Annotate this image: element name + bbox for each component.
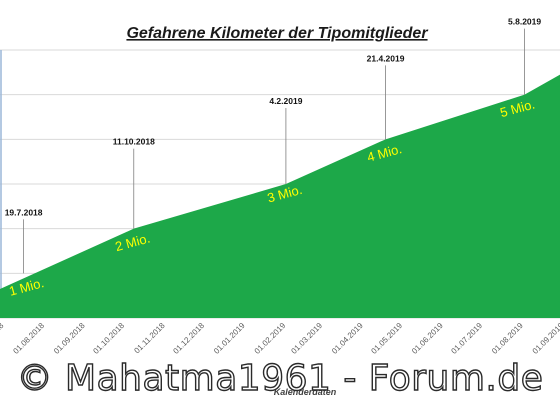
x-tick-label: 01.09.2018 bbox=[52, 321, 87, 356]
x-tick-label: 01.08.2019 bbox=[490, 321, 525, 356]
x-tick-label: 01.07.2018 bbox=[0, 321, 6, 356]
x-tick-label: 01.09.2019 bbox=[531, 321, 560, 356]
x-tick-label: 01.06.2019 bbox=[410, 321, 445, 356]
annotation-date-label: 5.8.2019 bbox=[508, 17, 541, 27]
x-tick-label: 01.07.2019 bbox=[449, 321, 484, 356]
x-tick-label: 01.04.2019 bbox=[330, 321, 365, 356]
x-tick-label: 01.11.2018 bbox=[132, 321, 167, 356]
plot-area bbox=[0, 74, 560, 318]
chart-title: Gefahrene Kilometer der Tipomitglieder bbox=[126, 25, 428, 42]
x-tick-label: 01.02.2019 bbox=[253, 321, 288, 356]
annotation-date-label: 21.4.2019 bbox=[367, 53, 405, 63]
x-axis-ticks: 01.07.2018 01.08.2018 01.09.2018 01.10.2018… bbox=[0, 321, 560, 356]
watermark: © Mahatma1961 - Forum.de bbox=[16, 357, 544, 399]
annotation-date-label: 19.7.2018 bbox=[5, 207, 43, 217]
annotation-date-label: 4.2.2019 bbox=[269, 96, 302, 106]
area-series bbox=[0, 74, 560, 318]
x-tick-label: 01.08.2018 bbox=[11, 321, 46, 356]
x-axis-label: Kalenderdaten bbox=[274, 387, 337, 397]
x-tick-label: 01.05.2019 bbox=[369, 321, 404, 356]
x-tick-label: 01.12.2018 bbox=[171, 321, 206, 356]
x-tick-label: 01.10.2018 bbox=[91, 321, 126, 356]
x-tick-label: 01.03.2019 bbox=[289, 321, 324, 356]
x-tick-label: 01.01.2019 bbox=[212, 321, 247, 356]
annotation-date-label: 11.10.2018 bbox=[113, 137, 155, 147]
